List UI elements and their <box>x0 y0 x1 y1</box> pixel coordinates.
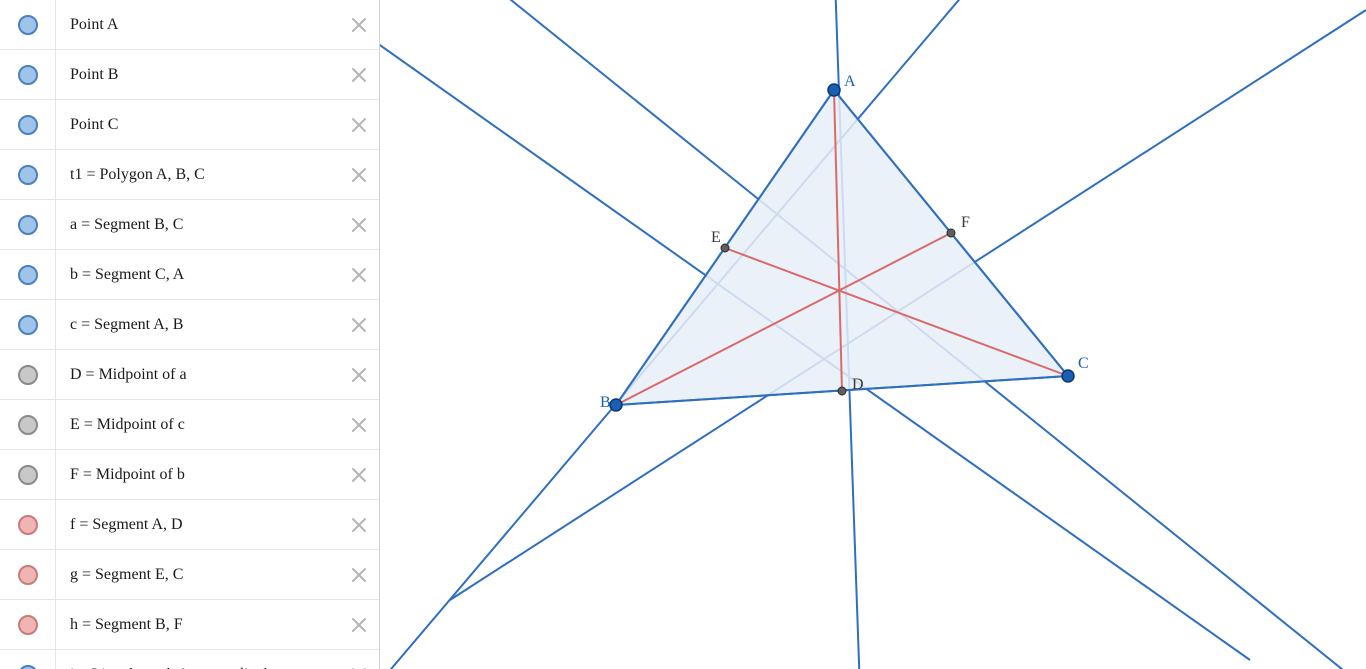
close-icon <box>351 17 367 33</box>
point-label-B: B <box>600 394 611 411</box>
visibility-toggle[interactable] <box>0 250 56 299</box>
close-icon <box>351 167 367 183</box>
delete-object-button[interactable] <box>339 67 379 83</box>
visibility-dot-icon <box>18 215 38 235</box>
object-definition-label[interactable]: Point B <box>56 66 339 84</box>
visibility-dot-icon <box>18 115 38 135</box>
geometry-canvas[interactable]: A B C D E F <box>380 0 1366 669</box>
algebra-row[interactable]: E = Midpoint of c <box>0 400 379 450</box>
object-definition-label[interactable]: D = Midpoint of a <box>56 366 339 384</box>
visibility-toggle[interactable] <box>0 450 56 499</box>
delete-object-button[interactable] <box>339 317 379 333</box>
close-icon <box>351 67 367 83</box>
delete-object-button[interactable] <box>339 267 379 283</box>
algebra-row[interactable]: Point C <box>0 100 379 150</box>
visibility-toggle[interactable] <box>0 150 56 199</box>
visibility-dot-icon <box>18 65 38 85</box>
visibility-dot-icon <box>18 415 38 435</box>
algebra-row[interactable]: c = Segment A, B <box>0 300 379 350</box>
visibility-dot-icon <box>18 165 38 185</box>
visibility-dot-icon <box>18 515 38 535</box>
point-label-F: F <box>961 214 970 231</box>
point-label-D: D <box>852 376 864 393</box>
close-icon <box>351 117 367 133</box>
object-definition-label[interactable]: c = Segment A, B <box>56 316 339 334</box>
object-definition-label[interactable]: E = Midpoint of c <box>56 416 339 434</box>
algebra-row[interactable]: Point B <box>0 50 379 100</box>
visibility-dot-icon <box>18 565 38 585</box>
visibility-dot-icon <box>18 665 38 669</box>
algebra-row[interactable]: D = Midpoint of a <box>0 350 379 400</box>
close-icon <box>351 267 367 283</box>
close-icon <box>351 567 367 583</box>
delete-object-button[interactable] <box>339 517 379 533</box>
close-icon <box>351 317 367 333</box>
delete-object-button[interactable] <box>339 467 379 483</box>
visibility-dot-icon <box>18 265 38 285</box>
point-label-C: C <box>1078 355 1089 372</box>
close-icon <box>351 417 367 433</box>
point-A[interactable] <box>828 84 840 96</box>
algebra-row[interactable]: f = Segment A, D <box>0 500 379 550</box>
delete-object-button[interactable] <box>339 367 379 383</box>
delete-object-button[interactable] <box>339 217 379 233</box>
object-definition-label[interactable]: h = Segment B, F <box>56 616 339 634</box>
visibility-toggle[interactable] <box>0 650 56 669</box>
point-F[interactable] <box>947 229 955 237</box>
visibility-toggle[interactable] <box>0 500 56 549</box>
delete-object-button[interactable] <box>339 17 379 33</box>
visibility-toggle[interactable] <box>0 100 56 149</box>
visibility-dot-icon <box>18 465 38 485</box>
point-B[interactable] <box>610 399 622 411</box>
delete-object-button[interactable] <box>339 417 379 433</box>
algebra-row[interactable]: h = Segment B, F <box>0 600 379 650</box>
algebra-row[interactable]: g = Segment E, C <box>0 550 379 600</box>
close-icon <box>351 617 367 633</box>
object-definition-label[interactable]: g = Segment E, C <box>56 566 339 584</box>
algebra-row[interactable]: b = Segment C, A <box>0 250 379 300</box>
visibility-dot-icon <box>18 15 38 35</box>
close-icon <box>351 367 367 383</box>
close-icon <box>351 517 367 533</box>
delete-object-button[interactable] <box>339 617 379 633</box>
visibility-toggle[interactable] <box>0 600 56 649</box>
point-E[interactable] <box>721 244 729 252</box>
visibility-toggle[interactable] <box>0 400 56 449</box>
visibility-dot-icon <box>18 615 38 635</box>
algebra-row[interactable]: a = Segment B, C <box>0 200 379 250</box>
algebra-row[interactable]: F = Midpoint of b <box>0 450 379 500</box>
object-definition-label[interactable]: i = Line through A perpendicular to a <box>56 666 339 669</box>
visibility-toggle[interactable] <box>0 550 56 599</box>
point-label-A: A <box>844 73 856 90</box>
algebra-row[interactable]: Point A <box>0 0 379 50</box>
object-definition-label[interactable]: Point A <box>56 16 339 34</box>
point-C[interactable] <box>1062 370 1074 382</box>
visibility-dot-icon <box>18 365 38 385</box>
object-definition-label[interactable]: f = Segment A, D <box>56 516 339 534</box>
visibility-dot-icon <box>18 315 38 335</box>
object-definition-label[interactable]: Point C <box>56 116 339 134</box>
object-definition-label[interactable]: b = Segment C, A <box>56 266 339 284</box>
visibility-toggle[interactable] <box>0 300 56 349</box>
visibility-toggle[interactable] <box>0 0 56 49</box>
object-definition-label[interactable]: a = Segment B, C <box>56 216 339 234</box>
point-label-E: E <box>711 229 721 246</box>
algebra-panel[interactable]: Point A Point B Point C t1 = Polygon A, B, … <box>0 0 380 669</box>
algebra-row[interactable]: t1 = Polygon A, B, C <box>0 150 379 200</box>
visibility-toggle[interactable] <box>0 350 56 399</box>
algebra-row[interactable]: i = Line through A perpendicular to a <box>0 650 379 669</box>
object-definition-label[interactable]: t1 = Polygon A, B, C <box>56 166 339 184</box>
object-definition-label[interactable]: F = Midpoint of b <box>56 466 339 484</box>
point-D[interactable] <box>838 387 846 395</box>
visibility-toggle[interactable] <box>0 200 56 249</box>
close-icon <box>351 467 367 483</box>
delete-object-button[interactable] <box>339 117 379 133</box>
visibility-toggle[interactable] <box>0 50 56 99</box>
close-icon <box>351 217 367 233</box>
delete-object-button[interactable] <box>339 567 379 583</box>
delete-object-button[interactable] <box>339 167 379 183</box>
